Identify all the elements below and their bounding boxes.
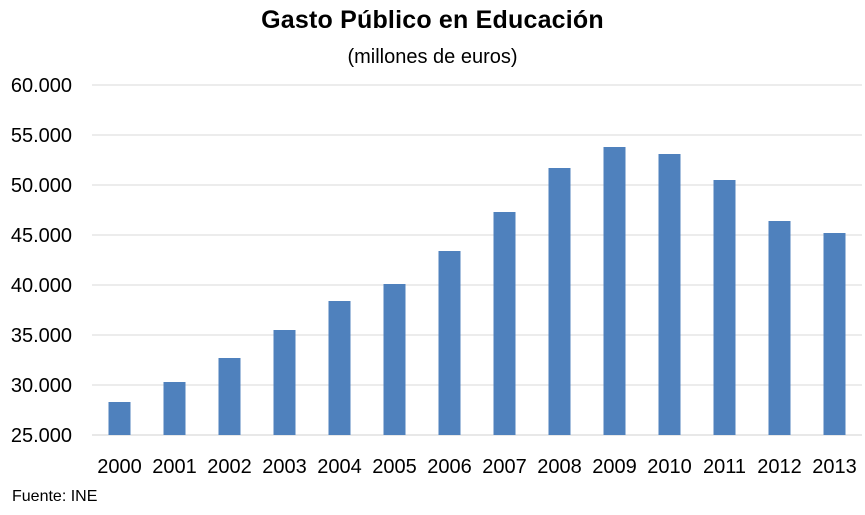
bar-2013 bbox=[823, 233, 846, 435]
x-tick-label: 2011 bbox=[703, 456, 746, 478]
bar-2004 bbox=[328, 301, 351, 435]
y-tick-label: 25.000 bbox=[11, 425, 72, 447]
bars bbox=[108, 147, 846, 435]
bar-2011 bbox=[713, 180, 736, 435]
x-tick-label: 2009 bbox=[592, 456, 637, 478]
y-tick-label: 50.000 bbox=[11, 175, 72, 197]
source-note: Fuente: INE bbox=[12, 488, 98, 505]
x-tick-label: 2004 bbox=[317, 456, 362, 478]
bar-2009 bbox=[603, 147, 626, 435]
bar-2000 bbox=[108, 402, 131, 435]
x-axis-ticks: 2000 2001 2002 2003 2004 2005 2006 2007 2008 2009… bbox=[97, 456, 857, 478]
x-tick-label: 2006 bbox=[427, 456, 472, 478]
bar-2012 bbox=[768, 221, 791, 435]
y-tick-label: 30.000 bbox=[11, 375, 72, 397]
bar-2002 bbox=[218, 358, 241, 435]
x-tick-label: 2012 bbox=[757, 456, 802, 478]
y-tick-label: 45.000 bbox=[11, 225, 72, 247]
chart-subtitle: (millones de euros) bbox=[347, 46, 518, 68]
bar-2007 bbox=[493, 212, 516, 435]
x-tick-label: 2008 bbox=[537, 456, 582, 478]
gridlines bbox=[92, 84, 862, 436]
bar-2008 bbox=[548, 168, 571, 435]
x-tick-label: 2005 bbox=[372, 456, 417, 478]
y-tick-label: 55.000 bbox=[11, 125, 72, 147]
x-tick-label: 2000 bbox=[97, 456, 142, 478]
x-tick-label: 2002 bbox=[207, 456, 252, 478]
y-tick-label: 40.000 bbox=[11, 275, 72, 297]
y-tick-label: 35.000 bbox=[11, 325, 72, 347]
bar-2006 bbox=[438, 251, 461, 435]
x-tick-label: 2010 bbox=[647, 456, 692, 478]
chart-title: Gasto Público en Educación bbox=[261, 6, 604, 34]
bar-2001 bbox=[163, 382, 186, 435]
x-tick-label: 2001 bbox=[152, 456, 197, 478]
bar-2005 bbox=[383, 284, 406, 435]
bar-2003 bbox=[273, 330, 296, 435]
y-tick-label: 60.000 bbox=[11, 75, 72, 97]
x-tick-label: 2013 bbox=[812, 456, 857, 478]
x-tick-label: 2007 bbox=[482, 456, 527, 478]
bar-2010 bbox=[658, 154, 681, 435]
x-tick-label: 2003 bbox=[262, 456, 307, 478]
y-axis-ticks: 25.000 30.000 35.000 40.000 45.000 50.000 55.0… bbox=[11, 75, 72, 447]
